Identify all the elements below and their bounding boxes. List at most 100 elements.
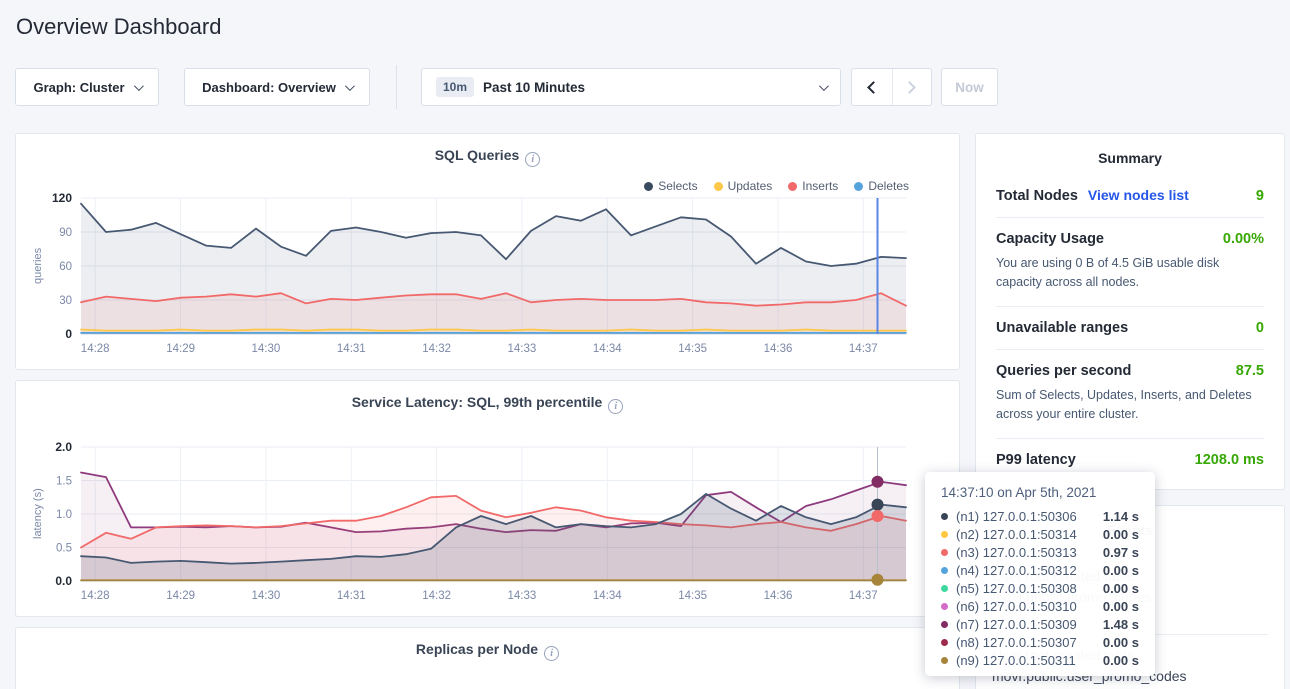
summary-row-caption: You are using 0 B of 4.5 GiB usable disk… [996,256,1220,290]
series-dot-icon [941,602,948,610]
tooltip-node-value: 0.00 s [1102,562,1139,578]
legend-item[interactable]: Deletes [854,179,909,193]
tooltip-row: (n9) 127.0.0.1:50311 0.00 s [941,651,1139,669]
tooltip-timestamp: 14:37:10 on Apr 5th, 2021 [941,485,1097,500]
tooltip-node-name: (n2) 127.0.0.1:50314 [956,526,1077,542]
svg-text:14:37: 14:37 [849,343,878,355]
time-step-buttons [851,68,932,106]
legend-item[interactable]: Inserts [788,179,838,193]
dashboard-dropdown-label: Dashboard: Overview [202,79,336,95]
series-dot-icon [941,548,948,556]
summary-row-value: 9 [1255,188,1264,204]
svg-text:14:30: 14:30 [252,590,281,602]
chart-title: Service Latency: SQL, 99th percentile i [16,394,959,414]
svg-text:14:31: 14:31 [337,590,366,602]
legend-dot-icon [854,181,864,191]
tooltip-row: (n3) 127.0.0.1:50313 0.97 s [941,543,1139,561]
info-icon[interactable]: i [608,399,624,414]
svg-text:14:32: 14:32 [422,590,451,602]
summary-rows: Total Nodes View nodes list 9 Capacity Usag… [996,174,1264,481]
sql-queries-chart[interactable]: 0 30 60 90 120 14:28 14:29 14:30 14:31 14:32 14:33… [16,186,959,371]
legend-dot-icon [713,181,723,191]
chart-legend: Selects Updates Inserts Deletes [644,179,909,193]
info-icon[interactable]: i [544,646,560,661]
svg-text:14:33: 14:33 [508,343,537,355]
sql-queries-chart-panel: SQL Queries i Selects Updates Inserts Delete… [15,133,960,370]
time-prev-button[interactable] [852,69,892,105]
tooltip-node-name: (n3) 127.0.0.1:50313 [956,544,1077,560]
svg-text:14:36: 14:36 [764,343,793,355]
tooltip-row: (n5) 127.0.0.1:50308 0.00 s [941,579,1139,597]
svg-text:0.5: 0.5 [56,543,72,555]
time-next-button[interactable] [891,69,932,105]
tooltip-node-value: 0.00 s [1102,634,1139,650]
svg-text:14:29: 14:29 [166,590,195,602]
tooltip-node-name: (n1) 127.0.0.1:50306 [956,508,1077,524]
tooltip-node-value: 0.97 s [1102,544,1139,560]
chart-title: Replicas per Node i [16,641,959,661]
summary-row: P99 latency 1208.0 ms [996,439,1264,481]
summary-row-label: Queries per second [996,362,1132,379]
tooltip-row: (n2) 127.0.0.1:50314 0.00 s [941,525,1139,543]
tooltip-node-value: 1.48 s [1102,616,1139,632]
dashboard-dropdown[interactable]: Dashboard: Overview [184,68,370,106]
svg-text:14:29: 14:29 [166,343,195,355]
chevron-down-icon [818,80,829,91]
svg-text:14:34: 14:34 [593,590,622,602]
time-range-label: Past 10 Minutes [483,79,586,95]
chevron-down-icon [133,80,144,91]
tooltip-rows: (n1) 127.0.0.1:50306 1.14 s (n2) 127.0.0.1… [941,507,1139,669]
chevron-left-icon [867,80,881,94]
svg-text:14:32: 14:32 [422,343,451,355]
toolbar: Graph: Cluster Dashboard: Overview 10m P… [0,65,1290,109]
graph-dropdown[interactable]: Graph: Cluster [15,68,159,106]
page-title: Overview Dashboard [16,14,222,39]
svg-text:0: 0 [65,327,72,341]
time-range-selector[interactable]: 10m Past 10 Minutes [421,68,841,106]
chart-title-text: Service Latency: SQL, 99th percentile [351,394,603,410]
summary-row-value: 0.00% [1222,231,1264,247]
service-latency-chart-panel: Service Latency: SQL, 99th percentile i l… [15,380,960,617]
legend-item[interactable]: Selects [644,179,698,193]
legend-item[interactable]: Updates [713,179,772,193]
legend-dot-icon [644,181,654,191]
legend-dot-icon [788,181,798,191]
service-latency-chart[interactable]: 0.0 0.5 1.0 1.5 2.0 14:28 14:29 14:30 14:31 14:32… [16,433,959,618]
series-dot-icon [941,512,948,520]
replicas-per-node-chart-panel: Replicas per Node i [15,627,960,689]
now-button[interactable]: Now [941,68,998,106]
toolbar-divider [396,65,397,109]
chart-hover-tooltip: 14:37:10 on Apr 5th, 2021 (n1) 127.0.0.1… [925,472,1155,676]
svg-text:120: 120 [52,191,72,205]
summary-row-label: Capacity Usage [996,231,1104,247]
svg-text:30: 30 [59,295,72,307]
series-dot-icon [941,620,948,628]
summary-row-caption: Sum of Selects, Updates, Inserts, and De… [996,387,1252,422]
view-nodes-list-link[interactable]: View nodes list [1087,187,1189,203]
summary-row-label: P99 latency [996,451,1076,468]
svg-text:2.0: 2.0 [55,440,72,454]
svg-text:1.0: 1.0 [56,509,72,521]
tooltip-node-name: (n5) 127.0.0.1:50308 [956,580,1077,596]
summary-row-value: 1208.0 ms [1194,451,1264,468]
summary-row-label: Unavailable ranges [996,319,1129,336]
tooltip-node-value: 0.00 s [1102,526,1139,542]
svg-text:14:30: 14:30 [252,343,281,355]
svg-text:14:28: 14:28 [81,590,110,602]
tooltip-node-name: (n8) 127.0.0.1:50307 [956,634,1077,650]
svg-text:14:35: 14:35 [678,343,707,355]
svg-text:14:37: 14:37 [849,590,878,602]
tooltip-node-value: 1.14 s [1102,508,1139,524]
tooltip-row: (n8) 127.0.0.1:50307 0.00 s [941,633,1139,651]
svg-text:0.0: 0.0 [55,574,72,588]
tooltip-row: (n1) 127.0.0.1:50306 1.14 s [941,507,1139,525]
tooltip-node-value: 0.00 s [1102,652,1139,668]
summary-row-value: 0 [1255,319,1264,336]
info-icon[interactable]: i [525,152,541,167]
time-range-badge: 10m [436,77,475,97]
tooltip-node-name: (n7) 127.0.0.1:50309 [956,616,1077,632]
svg-text:14:33: 14:33 [508,590,537,602]
tooltip-row: (n6) 127.0.0.1:50310 0.00 s [941,597,1139,615]
chevron-right-icon [903,80,917,94]
series-dot-icon [941,530,948,538]
